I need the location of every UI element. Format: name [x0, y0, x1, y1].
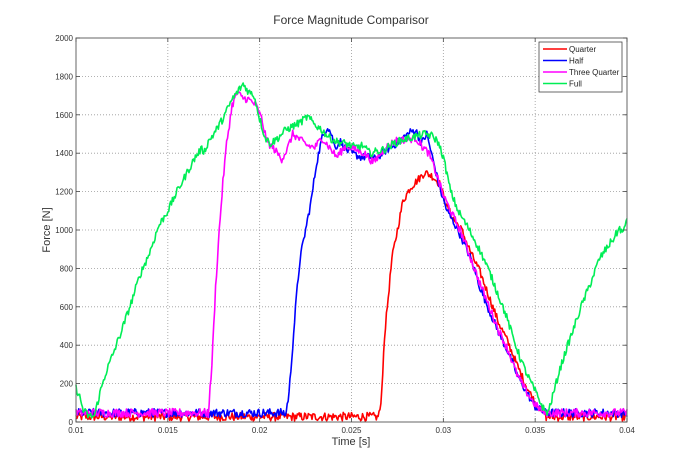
y-tick-label: 1800: [55, 72, 73, 81]
legend-item-label: Full: [569, 80, 582, 89]
x-tick-label: 0.015: [158, 426, 179, 435]
y-tick-label: 1400: [55, 149, 73, 158]
y-tick-label: 2000: [55, 34, 73, 43]
y-tick-label: 200: [60, 380, 74, 389]
y-axis-label: Force [N]: [41, 207, 53, 252]
x-tick-label: 0.01: [68, 426, 84, 435]
x-tick-label: 0.04: [619, 426, 635, 435]
y-tick-label: 1600: [55, 111, 73, 120]
x-tick-label: 0.02: [252, 426, 268, 435]
x-tick-label: 0.025: [341, 426, 362, 435]
x-axis-label: Time [s]: [332, 436, 371, 448]
y-tick-label: 800: [60, 264, 74, 273]
y-tick-label: 400: [60, 341, 74, 350]
legend-item-label: Half: [569, 57, 584, 66]
x-tick-label: 0.03: [436, 426, 452, 435]
y-tick-label: 600: [60, 303, 74, 312]
y-tick-label: 0: [69, 418, 74, 427]
grid: [76, 38, 627, 422]
chart-title: Force Magnitude Comparisor: [273, 13, 428, 27]
series-group: [75, 82, 628, 422]
legend-item-label: Three Quarter: [569, 68, 620, 77]
y-tick-label: 1000: [55, 226, 73, 235]
x-tick-label: 0.035: [525, 426, 546, 435]
series-line-full: [75, 82, 628, 419]
ticks: 0.01 0.015 0.02 0.025 0.03 0.035 0.04 0 200 400 60…: [55, 34, 635, 435]
legend-item-label: Quarter: [569, 45, 596, 54]
series-line-three-quarter: [75, 91, 628, 419]
y-tick-label: 1200: [55, 188, 73, 197]
legend: Quarter Half Three Quarter Full: [538, 41, 623, 93]
